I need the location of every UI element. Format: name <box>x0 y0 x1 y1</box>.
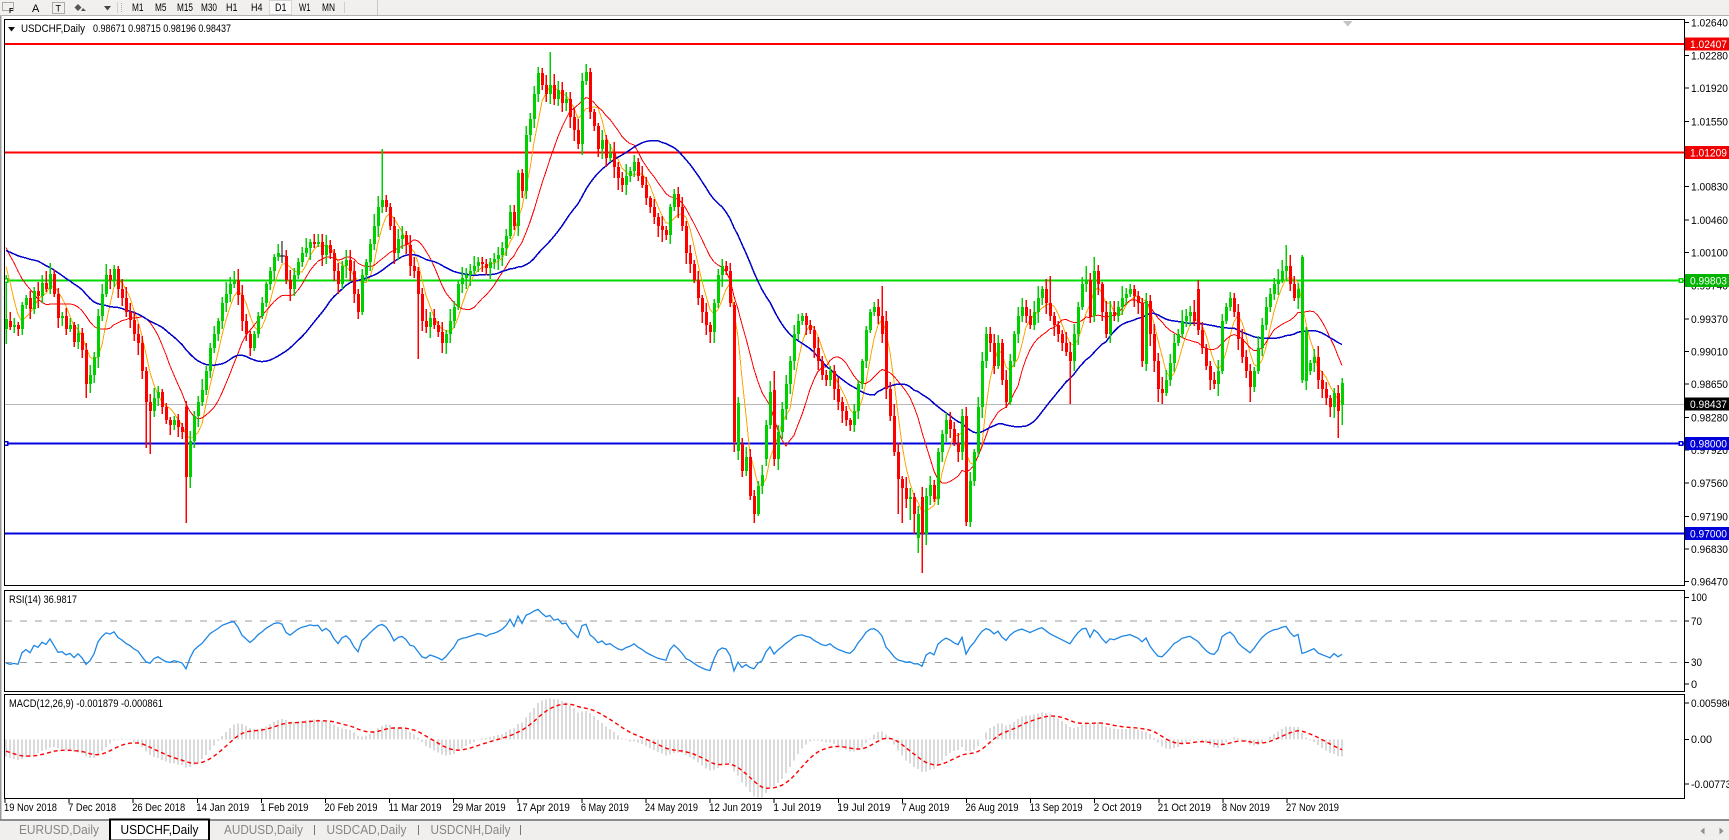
svg-text:7 Dec 2018: 7 Dec 2018 <box>68 802 116 814</box>
svg-text:0.96830: 0.96830 <box>1691 544 1728 556</box>
svg-text:RSI(14) 36.9817: RSI(14) 36.9817 <box>9 594 77 606</box>
svg-text:70: 70 <box>1691 616 1702 628</box>
svg-text:0.97000: 0.97000 <box>1690 529 1727 541</box>
svg-text:0.00: 0.00 <box>1691 734 1712 746</box>
svg-text:19 Jul 2019: 19 Jul 2019 <box>837 802 890 814</box>
svg-text:1.01550: 1.01550 <box>1691 116 1728 128</box>
svg-text:D1: D1 <box>275 2 287 14</box>
svg-text:M15: M15 <box>177 2 193 14</box>
svg-text:30: 30 <box>1691 657 1702 669</box>
svg-text:0: 0 <box>1691 679 1697 691</box>
svg-text:0.98437: 0.98437 <box>1690 399 1727 411</box>
svg-text:0.99010: 0.99010 <box>1691 347 1728 359</box>
svg-text:100: 100 <box>1691 592 1707 604</box>
svg-text:1.02640: 1.02640 <box>1691 18 1728 30</box>
svg-text:1.02280: 1.02280 <box>1691 50 1728 62</box>
svg-text:1.00460: 1.00460 <box>1691 215 1728 227</box>
svg-text:F: F <box>9 8 14 15</box>
svg-text:MN: MN <box>322 2 335 14</box>
svg-text:W1: W1 <box>299 2 311 14</box>
svg-text:2 Oct 2019: 2 Oct 2019 <box>1094 802 1142 814</box>
svg-text:1.01209: 1.01209 <box>1690 148 1727 160</box>
svg-text:0.98650: 0.98650 <box>1691 379 1728 391</box>
svg-text:0.005986: 0.005986 <box>1691 698 1729 710</box>
svg-text:-0.007737: -0.007737 <box>1691 779 1729 791</box>
svg-text:0.97560: 0.97560 <box>1691 478 1728 490</box>
svg-text:USDCAD,Daily: USDCAD,Daily <box>327 822 407 837</box>
svg-text:0.98671 0.98715 0.98196 0.9843: 0.98671 0.98715 0.98196 0.98437 <box>93 23 231 35</box>
svg-text:1.01920: 1.01920 <box>1691 83 1728 95</box>
svg-text:H4: H4 <box>251 2 263 14</box>
svg-text:M30: M30 <box>201 2 217 14</box>
svg-text:29 Mar 2019: 29 Mar 2019 <box>453 802 506 814</box>
svg-text:1.00100: 1.00100 <box>1691 248 1728 260</box>
svg-text:0.97190: 0.97190 <box>1691 511 1728 523</box>
svg-text:26 Aug 2019: 26 Aug 2019 <box>966 802 1019 814</box>
svg-text:0.98000: 0.98000 <box>1690 439 1727 451</box>
svg-text:M1: M1 <box>132 2 144 14</box>
svg-text:13 Sep 2019: 13 Sep 2019 <box>1030 802 1083 814</box>
svg-text:6 May 2019: 6 May 2019 <box>581 802 629 814</box>
svg-text:0.96470: 0.96470 <box>1691 577 1728 589</box>
svg-text:USDCHF,Daily: USDCHF,Daily <box>121 822 199 837</box>
svg-text:8 Nov 2019: 8 Nov 2019 <box>1222 802 1270 814</box>
svg-text:1 Feb 2019: 1 Feb 2019 <box>260 802 308 814</box>
svg-text:1 Jul 2019: 1 Jul 2019 <box>773 802 821 814</box>
svg-text:11 Mar 2019: 11 Mar 2019 <box>389 802 442 814</box>
svg-text:M5: M5 <box>155 2 167 14</box>
svg-text:EURUSD,Daily: EURUSD,Daily <box>19 822 99 837</box>
svg-text:27 Nov 2019: 27 Nov 2019 <box>1286 802 1339 814</box>
svg-text:AUDUSD,Daily: AUDUSD,Daily <box>224 822 303 837</box>
svg-text:USDCNH,Daily: USDCNH,Daily <box>431 822 511 837</box>
svg-text:14 Jan 2019: 14 Jan 2019 <box>196 802 249 814</box>
svg-text:H1: H1 <box>226 2 238 14</box>
svg-text:1.02407: 1.02407 <box>1690 39 1727 51</box>
svg-text:12 Jun 2019: 12 Jun 2019 <box>709 802 762 814</box>
svg-text:26 Dec 2018: 26 Dec 2018 <box>132 802 185 814</box>
svg-text:T: T <box>56 4 62 14</box>
svg-text:USDCHF,Daily: USDCHF,Daily <box>21 23 85 35</box>
svg-text:7 Aug 2019: 7 Aug 2019 <box>901 802 949 814</box>
svg-text:17 Apr 2019: 17 Apr 2019 <box>517 802 570 814</box>
svg-text:0.99370: 0.99370 <box>1691 314 1728 326</box>
svg-text:19 Nov 2018: 19 Nov 2018 <box>4 802 57 814</box>
svg-text:MACD(12,26,9) -0.001879 -0.000: MACD(12,26,9) -0.001879 -0.000861 <box>9 698 163 710</box>
svg-text:1.00830: 1.00830 <box>1691 182 1728 194</box>
svg-text:20 Feb 2019: 20 Feb 2019 <box>325 802 378 814</box>
svg-text:21 Oct 2019: 21 Oct 2019 <box>1158 802 1211 814</box>
svg-text:0.99803: 0.99803 <box>1690 276 1727 288</box>
svg-text:A: A <box>32 3 40 15</box>
svg-text:24 May 2019: 24 May 2019 <box>645 802 698 814</box>
svg-text:0.98280: 0.98280 <box>1691 413 1728 425</box>
